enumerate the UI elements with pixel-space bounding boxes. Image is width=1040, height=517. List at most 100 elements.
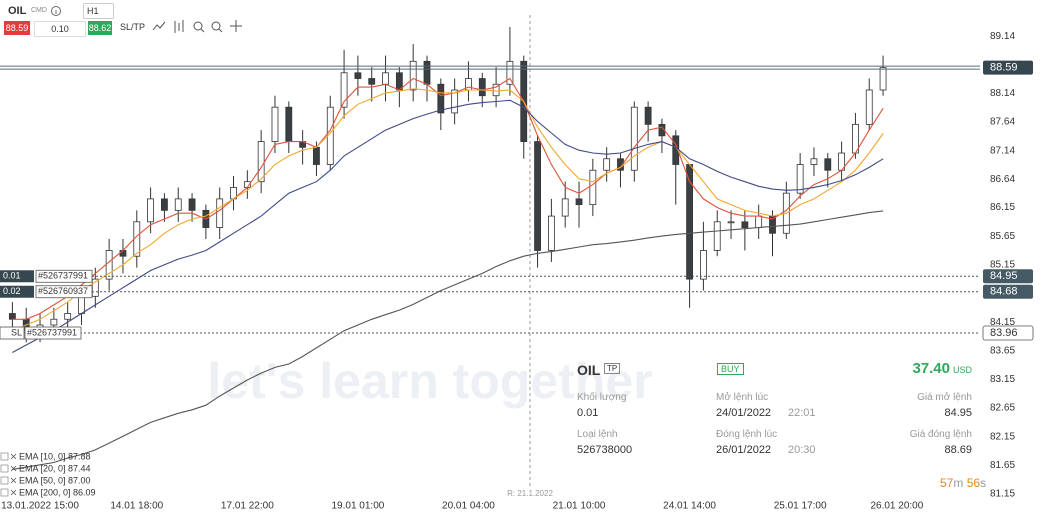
legend-close: [10, 477, 17, 484]
card-currency: USD: [952, 365, 972, 375]
y-tick-label: 88.14: [990, 88, 1015, 99]
x-tick-label: 25.01 17:00: [774, 501, 827, 512]
y-tick-label: 82.15: [990, 431, 1015, 442]
candle-body: [423, 60, 431, 85]
candle-body: [188, 198, 196, 211]
y-tick-label: 84.15: [990, 317, 1015, 328]
card-side: BUY: [717, 363, 744, 375]
price-tag-label: 84.68: [990, 286, 1018, 298]
crosshair-label: R: 21.1.2022: [507, 489, 553, 498]
y-tick-label: 86.64: [990, 174, 1015, 185]
price-tag: [982, 325, 1034, 341]
legend-label: EMA [200, 0] 86.09: [19, 487, 96, 497]
legend-close: [10, 465, 17, 472]
candle-body: [161, 198, 168, 211]
candle-body: [796, 164, 804, 194]
cd-sec: 56: [966, 476, 981, 490]
ema-line: [12, 77, 884, 320]
card-symbol: OIL: [577, 362, 601, 378]
sltp[interactable]: SL/TP: [120, 22, 146, 32]
ema-line: [12, 210, 884, 470]
legend-box: [0, 464, 9, 473]
legend-box: [0, 488, 9, 497]
card-tag: TP: [604, 363, 621, 374]
card-profit: 37.40: [912, 360, 950, 377]
candle-body: [216, 198, 224, 228]
legend-box: [0, 476, 9, 485]
candle-body: [506, 60, 514, 85]
candle-body: [451, 89, 459, 114]
countdown: 57m 56s: [940, 476, 986, 490]
order-id: #526737991: [38, 271, 88, 281]
field-value: 24/01/2022: [716, 407, 772, 419]
legend-box: [0, 452, 9, 461]
candle-body: [755, 215, 763, 228]
y-tick-label: 83.15: [990, 374, 1015, 385]
candle-body: [174, 198, 182, 211]
order-tag-box: [0, 326, 25, 340]
candle-body: [313, 146, 320, 165]
ema-line: [12, 88, 884, 332]
lot[interactable]: 0.10: [34, 21, 86, 37]
bid[interactable]: 88.59: [4, 21, 30, 35]
candle-body: [340, 72, 348, 108]
legend-label: EMA [50, 0] 87.00: [19, 475, 91, 485]
candle-body: [713, 221, 721, 251]
candle-body: [478, 78, 486, 97]
field-value: 26/01/2022: [716, 444, 772, 456]
field-value: 22:01: [788, 407, 816, 419]
legend-label: EMA [10, 0] 87.88: [19, 451, 91, 461]
x-tick-label: 14.01 18:00: [110, 501, 163, 512]
ask[interactable]: 88.62: [88, 21, 112, 35]
order-lots: 0.01: [3, 271, 21, 281]
price-tag: [983, 284, 1033, 299]
field-label: Mở lệnh lúc: [716, 392, 769, 403]
price-tag: [983, 60, 1033, 75]
order-tag: SL: [11, 327, 22, 337]
candle-body: [147, 198, 155, 223]
candle-body: [547, 215, 555, 251]
tool-icons[interactable]: [150, 18, 245, 36]
candle-body: [644, 106, 652, 125]
legend-label: EMA [20, 0] 87.44: [19, 463, 91, 473]
x-tick-label: 26.01 20:00: [870, 501, 923, 512]
candle-body: [78, 295, 85, 314]
candle-body: [575, 198, 583, 206]
candle-body: [409, 60, 417, 91]
candle-body: [437, 83, 445, 114]
candle-body: [589, 169, 597, 206]
candle-body: [824, 158, 832, 171]
legend-close: [10, 453, 17, 460]
order-id: #526760937: [38, 286, 88, 296]
field-label: Đóng lệnh lúc: [716, 429, 778, 440]
candle-body: [257, 141, 265, 183]
price-tag-label: 84.95: [990, 270, 1018, 282]
x-tick-label: 21.01 10:00: [553, 501, 606, 512]
symbol[interactable]: OIL: [8, 5, 27, 17]
market: CMD: [31, 7, 47, 14]
candle-body: [865, 89, 873, 125]
candle-body: [879, 67, 887, 91]
y-tick-label: 86.15: [990, 202, 1015, 213]
price-tag: [983, 269, 1033, 284]
candle-body: [285, 106, 293, 142]
ema-line: [12, 99, 884, 353]
field-value: 84.95: [944, 407, 972, 419]
legend-close: [10, 489, 17, 496]
field-value: 88.69: [944, 444, 972, 456]
info-icon[interactable]: [50, 5, 62, 17]
y-tick-label: 85.65: [990, 231, 1015, 242]
candle-body: [64, 313, 72, 320]
cd-s: s: [980, 476, 987, 490]
x-tick-label: 20.01 04:00: [442, 501, 495, 512]
candle-body: [354, 72, 362, 79]
candle-body: [534, 141, 541, 251]
timeframe[interactable]: H1: [83, 3, 114, 19]
order-lots-box: [0, 270, 34, 283]
field-label: Khối lượng: [577, 392, 627, 403]
x-tick-label: 24.01 14:00: [663, 501, 716, 512]
field-value: 526738000: [577, 444, 633, 456]
order-lots-box: [0, 285, 34, 298]
watermark: let's learn together: [207, 353, 652, 409]
candle-body: [700, 250, 707, 280]
